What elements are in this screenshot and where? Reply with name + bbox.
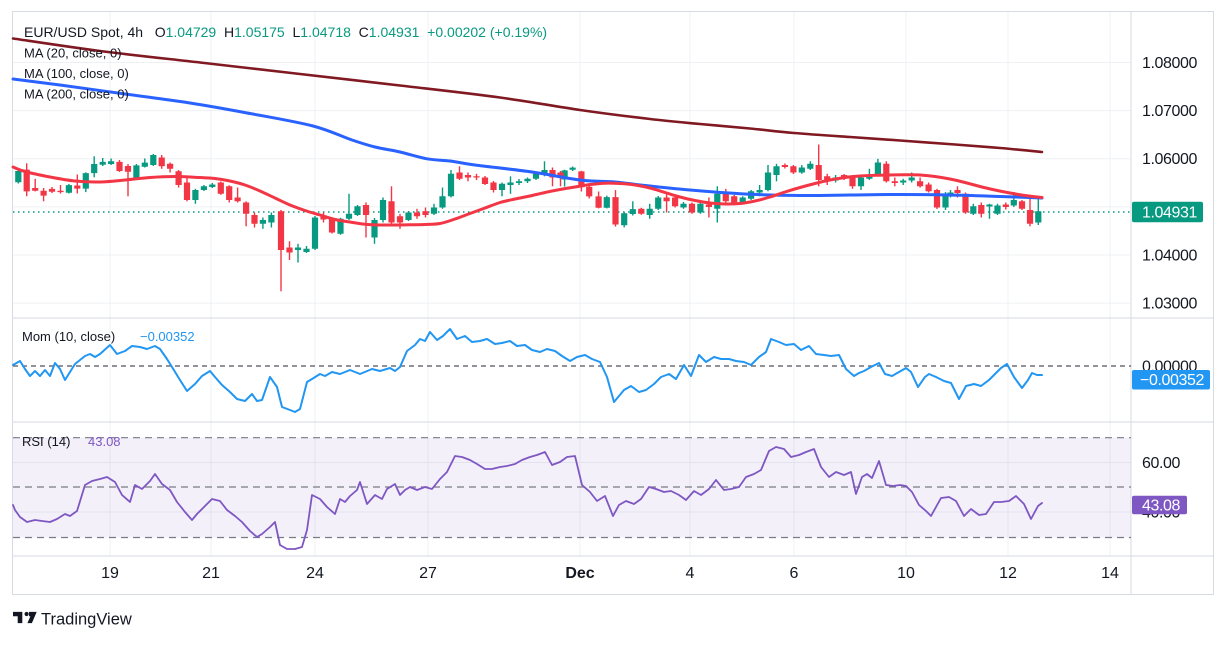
svg-text:1.04931: 1.04931 xyxy=(1142,205,1198,222)
svg-text:−0.00352: −0.00352 xyxy=(140,329,195,344)
svg-text:TradingView: TradingView xyxy=(41,611,132,629)
svg-text:Mom (10, close): Mom (10, close) xyxy=(22,329,115,344)
svg-text:10: 10 xyxy=(897,565,915,582)
svg-text:27: 27 xyxy=(419,565,437,582)
svg-text:1.03000: 1.03000 xyxy=(1142,296,1198,313)
svg-text:EUR/USD Spot, 4h O1.04729 H: EUR/USD Spot, 4h O1.04729 H1.05175 L1.04… xyxy=(24,24,547,40)
svg-text:MA (20, close, 0): MA (20, close, 0) xyxy=(24,46,122,61)
svg-text:1.04000: 1.04000 xyxy=(1142,248,1198,265)
svg-text:MA (200, close, 0): MA (200, close, 0) xyxy=(24,87,129,102)
svg-text:RSI (14): RSI (14) xyxy=(22,434,70,449)
svg-text:MA (100, close, 0): MA (100, close, 0) xyxy=(24,66,129,81)
svg-text:60.00: 60.00 xyxy=(1142,455,1181,472)
svg-text:14: 14 xyxy=(1101,565,1119,582)
svg-text:6: 6 xyxy=(790,565,799,582)
svg-text:43.08: 43.08 xyxy=(88,434,121,449)
svg-text:1.07000: 1.07000 xyxy=(1142,103,1198,120)
svg-text:Dec: Dec xyxy=(565,565,594,582)
svg-text:−0.00352: −0.00352 xyxy=(1140,372,1204,389)
svg-text:4: 4 xyxy=(686,565,695,582)
svg-text:1.06000: 1.06000 xyxy=(1142,151,1198,168)
svg-text:24: 24 xyxy=(306,565,324,582)
svg-text:21: 21 xyxy=(202,565,220,582)
svg-text:1.08000: 1.08000 xyxy=(1142,55,1198,72)
svg-text:43.08: 43.08 xyxy=(1142,498,1181,515)
svg-text:12: 12 xyxy=(999,565,1017,582)
svg-text:19: 19 xyxy=(101,565,119,582)
